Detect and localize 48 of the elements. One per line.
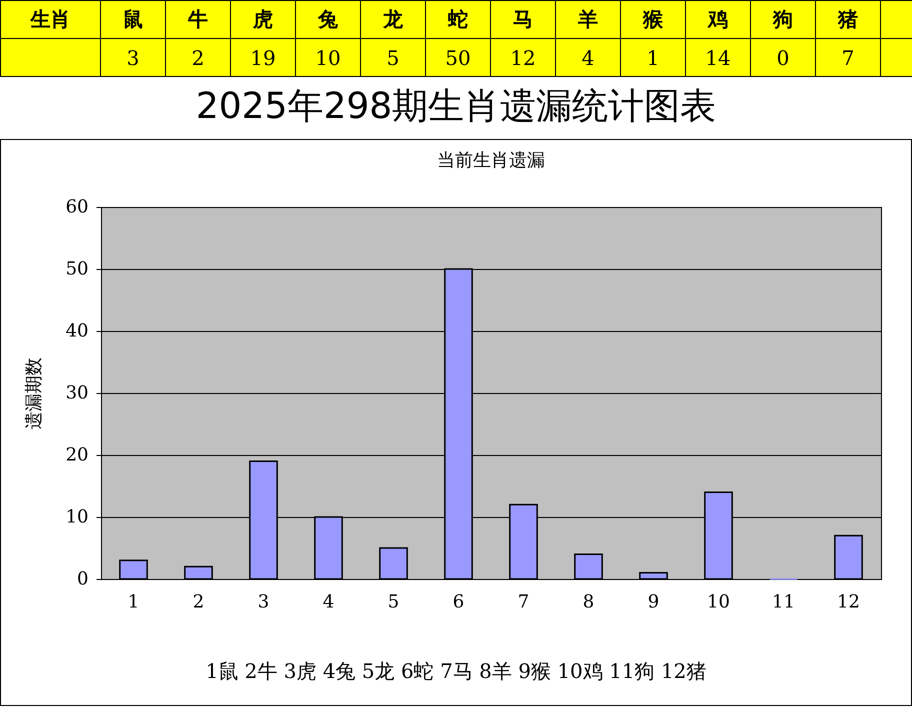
text: 龙	[360, 0, 426, 38]
data-label: 2	[166, 38, 230, 76]
y-tick-label: 30	[66, 382, 88, 404]
data-label: 50	[426, 38, 490, 76]
y-tick-label: 50	[66, 258, 88, 280]
x-tick-label: 1	[128, 592, 140, 612]
x-tick-label: 10	[707, 592, 730, 612]
y-tick-label: 10	[66, 506, 88, 528]
x-tick-label: 5	[388, 592, 400, 612]
x-tick-label: 8	[582, 592, 594, 612]
text: 猴	[620, 0, 686, 38]
text: 兔	[296, 0, 360, 38]
text: 生肖	[0, 0, 100, 38]
data-label: 1	[620, 38, 686, 76]
data-label: 19	[230, 38, 296, 76]
x-tick-label: 4	[322, 592, 334, 612]
chart-subtitle: 当前生肖遗漏	[437, 150, 545, 171]
data-label: 14	[686, 38, 750, 76]
text: 猪	[816, 0, 880, 38]
chart-title: 2025年298期生肖遗漏统计图表	[194, 85, 718, 129]
data-label: 3	[100, 38, 166, 76]
x-tick-label: 11	[772, 592, 795, 612]
x-tick-label: 2	[192, 592, 204, 612]
text: 狗	[750, 0, 816, 38]
y-axis-title: 遗漏期数	[24, 358, 45, 430]
x-tick-label: 7	[518, 592, 530, 612]
data-label: 12	[490, 38, 556, 76]
y-tick-label: 0	[77, 568, 88, 590]
text: 鸡	[686, 0, 750, 38]
y-tick-label: 40	[66, 320, 88, 342]
data-label: 7	[816, 38, 880, 76]
x-tick-label: 9	[648, 592, 660, 612]
text: 1鼠 2牛 3虎 4兔 5龙 6蛇 7马 8羊 9猴 10鸡 11狗 12猪	[204, 658, 708, 685]
text: 羊	[556, 0, 620, 38]
data-label: 0	[750, 38, 816, 76]
text: 虎	[230, 0, 296, 38]
text: 鼠	[100, 0, 166, 38]
text: 马	[490, 0, 556, 38]
y-tick-label: 20	[66, 444, 88, 466]
y-tick-label: 60	[66, 196, 88, 218]
x-tick-label: 3	[258, 592, 270, 612]
x-tick-label: 6	[452, 592, 464, 612]
text: 牛	[166, 0, 230, 38]
data-label: 10	[296, 38, 360, 76]
x-tick-label: 12	[837, 592, 860, 612]
data-label: 4	[556, 38, 620, 76]
data-label: 5	[360, 38, 426, 76]
text: 蛇	[426, 0, 490, 38]
